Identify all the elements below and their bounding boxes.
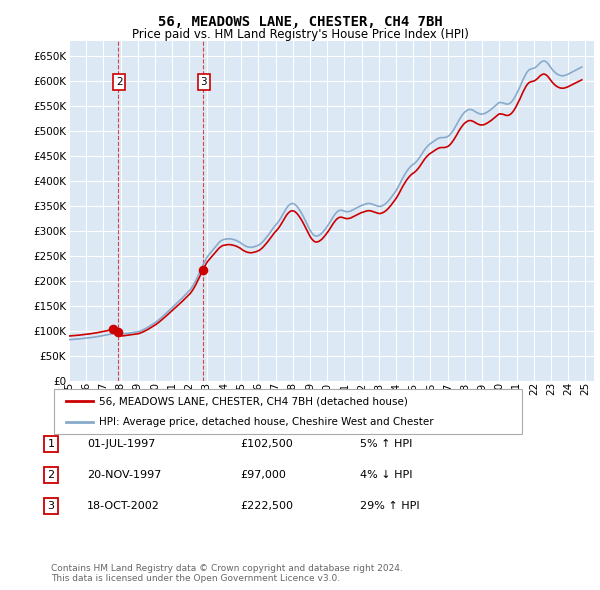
Text: 56, MEADOWS LANE, CHESTER, CH4 7BH: 56, MEADOWS LANE, CHESTER, CH4 7BH [158, 15, 442, 29]
Text: HPI: Average price, detached house, Cheshire West and Chester: HPI: Average price, detached house, Ches… [99, 417, 434, 427]
Point [113, 327, 123, 337]
Text: £97,000: £97,000 [240, 470, 286, 480]
Text: £222,500: £222,500 [240, 501, 293, 510]
Text: £102,500: £102,500 [240, 440, 293, 449]
Text: 3: 3 [47, 501, 55, 510]
Text: 29% ↑ HPI: 29% ↑ HPI [360, 501, 419, 510]
Text: 18-OCT-2002: 18-OCT-2002 [87, 501, 160, 510]
Text: Price paid vs. HM Land Registry's House Price Index (HPI): Price paid vs. HM Land Registry's House … [131, 28, 469, 41]
Text: Contains HM Land Registry data © Crown copyright and database right 2024.
This d: Contains HM Land Registry data © Crown c… [51, 563, 403, 583]
Point [108, 324, 118, 334]
Text: 4% ↓ HPI: 4% ↓ HPI [360, 470, 413, 480]
Text: 56, MEADOWS LANE, CHESTER, CH4 7BH (detached house): 56, MEADOWS LANE, CHESTER, CH4 7BH (deta… [99, 396, 408, 407]
Text: 2: 2 [47, 470, 55, 480]
Text: 2: 2 [116, 77, 122, 87]
Text: 01-JUL-1997: 01-JUL-1997 [87, 440, 155, 449]
Text: 3: 3 [200, 77, 207, 87]
Text: 1: 1 [47, 440, 55, 449]
Point [199, 265, 208, 274]
Text: 5% ↑ HPI: 5% ↑ HPI [360, 440, 412, 449]
Text: 20-NOV-1997: 20-NOV-1997 [87, 470, 161, 480]
